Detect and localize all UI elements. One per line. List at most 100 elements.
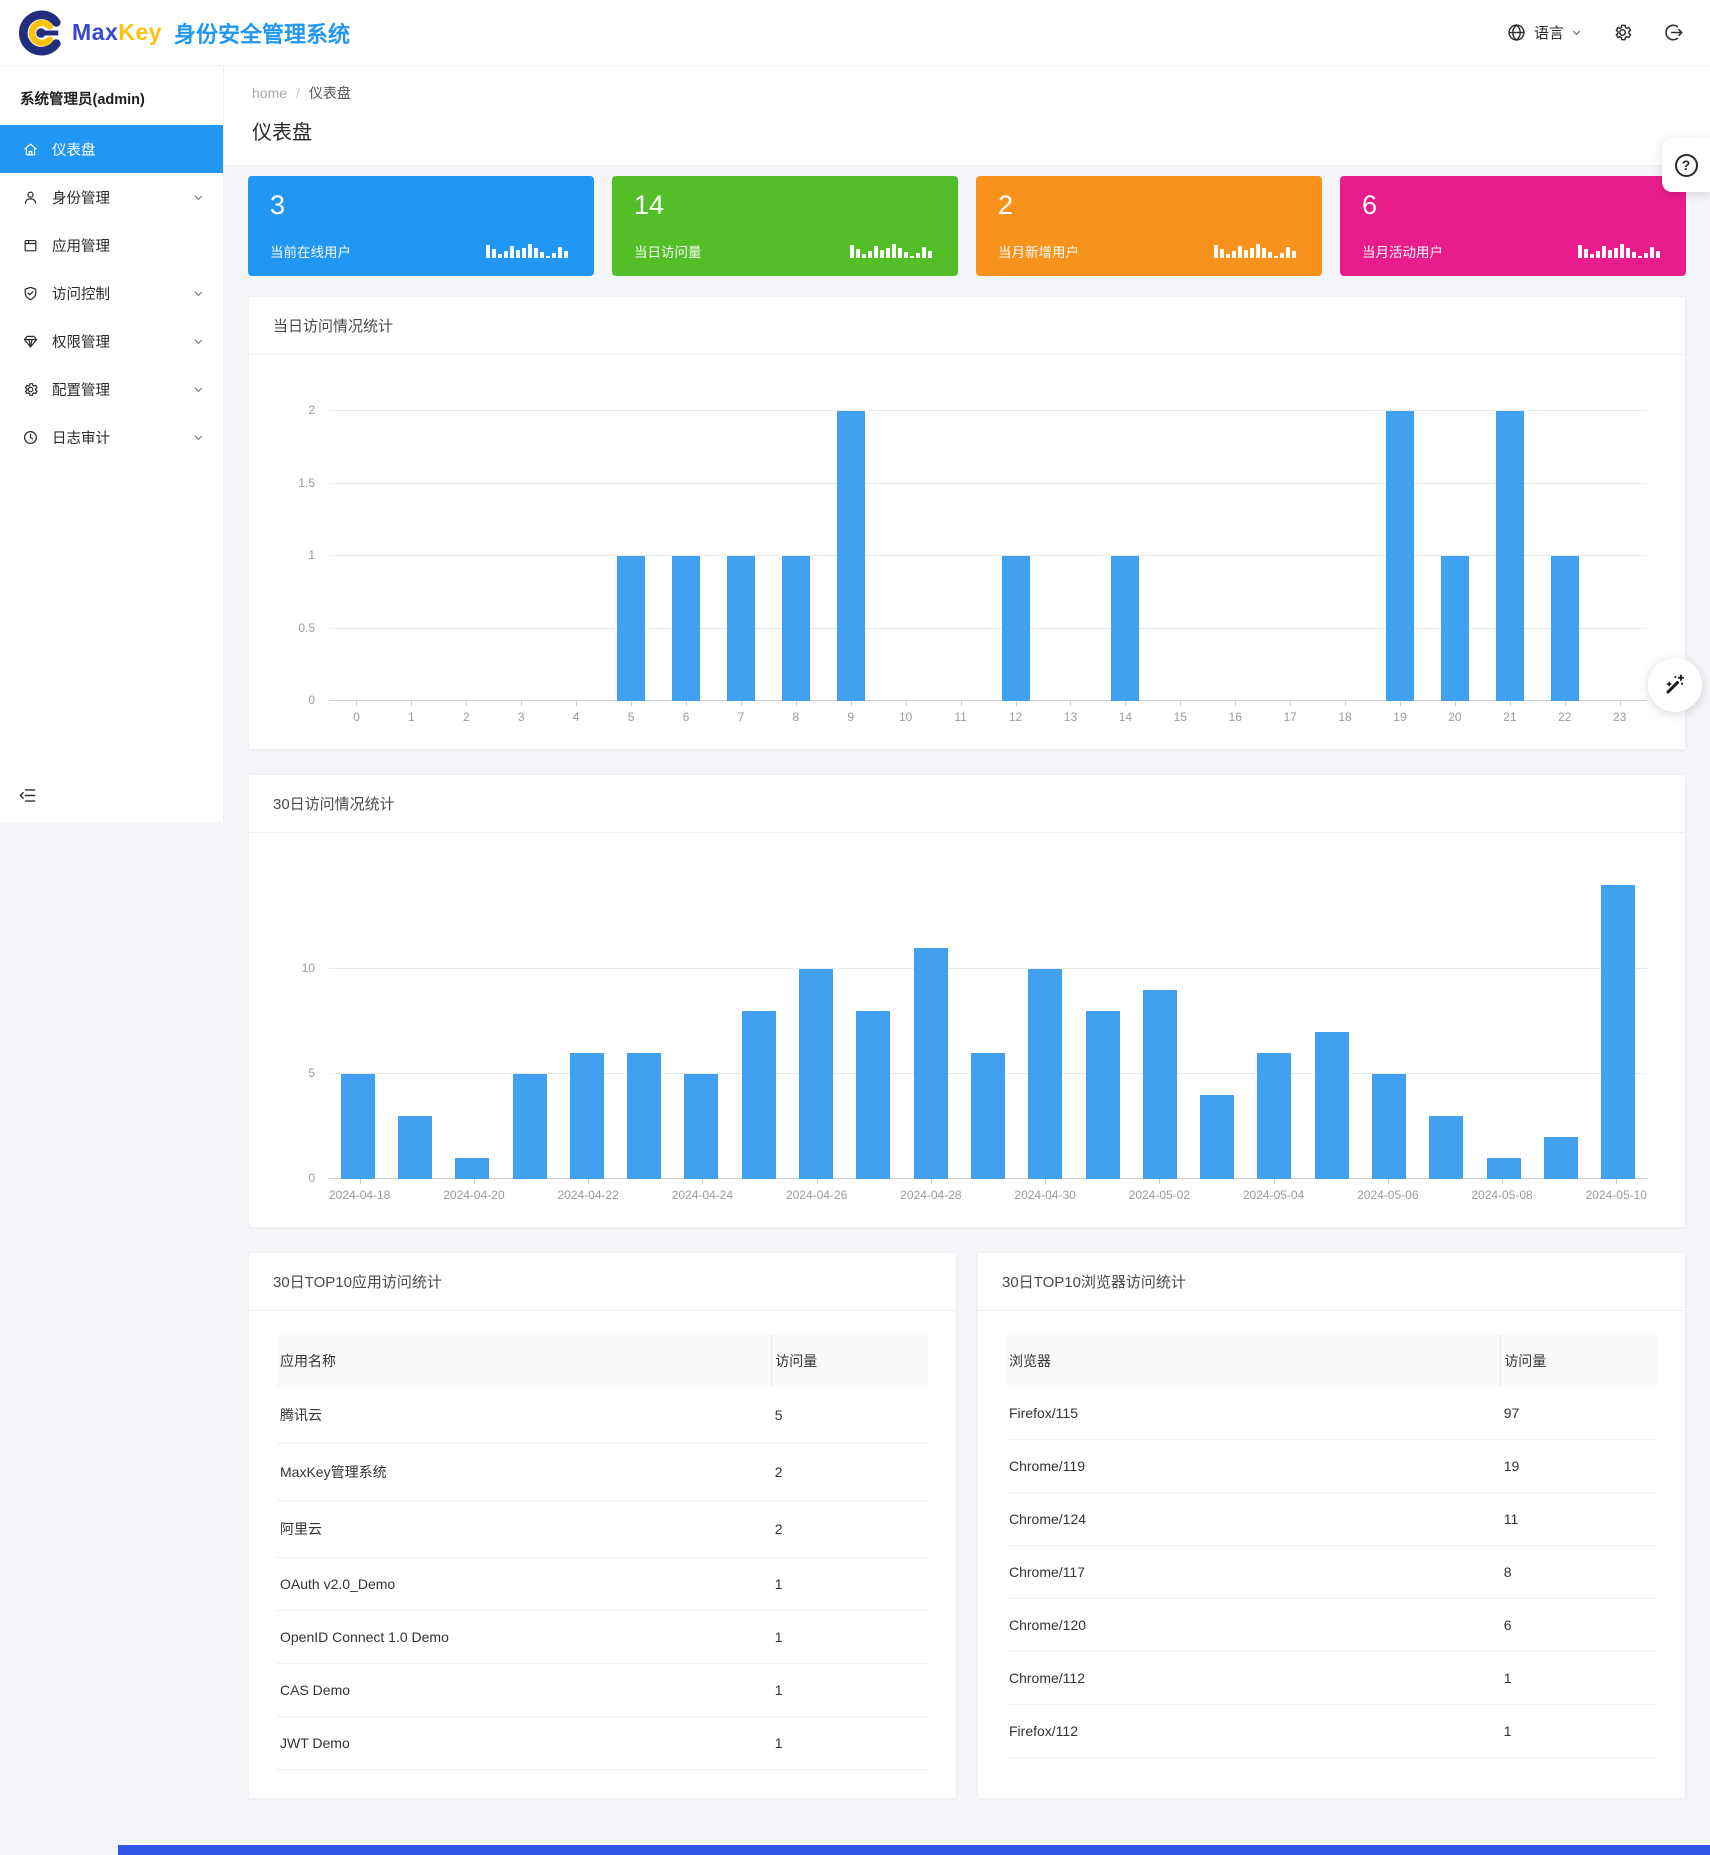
bar-2024-05-04[interactable] bbox=[1257, 1053, 1292, 1179]
x-axis-tick-label: 2024-05-02 bbox=[1128, 1188, 1191, 1202]
bar-slot bbox=[1318, 381, 1373, 701]
bar-19[interactable] bbox=[1385, 411, 1414, 701]
bar-slot bbox=[845, 859, 902, 1179]
x-axis-slot bbox=[847, 1179, 900, 1213]
app-icon bbox=[24, 239, 37, 251]
sidebar-item-5[interactable]: 配置管理 bbox=[0, 365, 223, 413]
x-axis-slot: 5 bbox=[604, 701, 659, 735]
x-axis-tick-label: 10 bbox=[899, 710, 913, 724]
sidebar-menu: 仪表盘身份管理应用管理 访问控制 权限管理 配置管理日志审计 bbox=[0, 125, 223, 461]
x-axis-tick-label: 2024-04-20 bbox=[443, 1188, 505, 1202]
bars-layer bbox=[329, 381, 1647, 701]
sidebar-item-2[interactable]: 应用管理 bbox=[0, 221, 223, 269]
sidebar-item-label: 日志审计 bbox=[52, 430, 110, 447]
y-axis-tick-label: 0 bbox=[308, 693, 315, 707]
x-axis-slot: 6 bbox=[659, 701, 714, 735]
x-axis-slot bbox=[505, 1179, 558, 1213]
bar-2024-04-29[interactable] bbox=[970, 1053, 1005, 1179]
bar-2024-05-06[interactable] bbox=[1371, 1074, 1406, 1179]
sidebar-item-label: 身份管理 bbox=[52, 190, 110, 207]
bar-2024-04-26[interactable] bbox=[799, 969, 834, 1179]
bar-slot bbox=[1482, 381, 1537, 701]
logout-button[interactable] bbox=[1663, 22, 1684, 43]
x-axis-slot: 2024-04-22 bbox=[557, 1179, 619, 1213]
product-title: 身份安全管理系统 bbox=[173, 21, 350, 47]
sidebar-collapse-button[interactable] bbox=[18, 786, 37, 808]
bar-22[interactable] bbox=[1550, 556, 1579, 701]
bar-5[interactable] bbox=[617, 556, 646, 701]
bar-2024-04-30[interactable] bbox=[1028, 969, 1063, 1179]
bar-slot bbox=[384, 381, 439, 701]
bar-8[interactable] bbox=[781, 556, 810, 701]
bar-slot bbox=[1074, 859, 1131, 1179]
sidebar-item-1[interactable]: 身份管理 bbox=[0, 173, 223, 221]
bar-2024-05-09[interactable] bbox=[1543, 1137, 1578, 1179]
bar-2024-05-07[interactable] bbox=[1429, 1116, 1464, 1179]
x-axis-slot bbox=[1304, 1179, 1357, 1213]
bar-2024-04-18[interactable] bbox=[340, 1074, 375, 1179]
bar-2024-04-20[interactable] bbox=[455, 1158, 490, 1179]
stat-card-label: 当日访问量 bbox=[634, 245, 702, 260]
cell-name: Chrome/112 bbox=[1006, 1651, 1501, 1705]
sidebar: 系统管理员(admin) 仪表盘 身份管理 应用管理 访问控制 权限管理 配置管理 日志审计 bbox=[0, 66, 224, 822]
panel-title-30day: 30日访问情况统计 bbox=[249, 775, 1685, 833]
chevron-down-icon bbox=[194, 291, 203, 296]
help-button[interactable]: ? bbox=[1662, 138, 1710, 192]
x-axis-tick-label: 0 bbox=[353, 710, 360, 724]
sidebar-item-3[interactable]: 访问控制 bbox=[0, 269, 223, 317]
brand-name: MaxKey bbox=[72, 19, 162, 46]
bar-slot bbox=[1043, 381, 1098, 701]
sidebar-item-4[interactable]: 权限管理 bbox=[0, 317, 223, 365]
y-axis-tick-label: 1 bbox=[308, 548, 315, 562]
bar-2024-04-27[interactable] bbox=[856, 1011, 891, 1179]
x-axis-slot: 2024-05-10 bbox=[1586, 1179, 1647, 1213]
language-menu-button[interactable]: 语言 bbox=[1506, 22, 1582, 43]
bar-2024-04-24[interactable] bbox=[684, 1074, 719, 1179]
table-header-row: 浏览器 访问量 bbox=[1006, 1335, 1657, 1387]
magic-wand-button[interactable] bbox=[1648, 658, 1702, 712]
x-axis-slot bbox=[962, 1179, 1015, 1213]
y-axis-tick-label: 2 bbox=[308, 403, 315, 417]
bar-slot bbox=[673, 859, 730, 1179]
bar-slot bbox=[494, 381, 549, 701]
breadcrumb-home-link[interactable]: home bbox=[252, 85, 288, 101]
brand-max: Max bbox=[72, 19, 119, 45]
bar-2024-05-05[interactable] bbox=[1314, 1032, 1349, 1179]
bar-2024-04-25[interactable] bbox=[741, 1011, 776, 1179]
settings-button[interactable] bbox=[1612, 22, 1633, 43]
bar-2024-05-01[interactable] bbox=[1085, 1011, 1120, 1179]
bar-21[interactable] bbox=[1495, 411, 1524, 701]
sidebar-item-6[interactable]: 日志审计 bbox=[0, 413, 223, 461]
table-row: Chrome/117 8 bbox=[1006, 1545, 1657, 1599]
bar-2024-05-08[interactable] bbox=[1486, 1158, 1521, 1179]
cell-name: Firefox/115 bbox=[1006, 1387, 1501, 1440]
bar-12[interactable] bbox=[1001, 556, 1030, 701]
bar-2024-04-23[interactable] bbox=[627, 1053, 662, 1179]
bar-2024-05-03[interactable] bbox=[1200, 1095, 1235, 1179]
bar-2024-04-19[interactable] bbox=[397, 1116, 432, 1179]
language-label: 语言 bbox=[1533, 25, 1564, 42]
bar-slot bbox=[933, 381, 988, 701]
bar-slot bbox=[444, 859, 501, 1179]
bar-9[interactable] bbox=[836, 411, 865, 701]
bar-2024-04-22[interactable] bbox=[569, 1053, 604, 1179]
bar-14[interactable] bbox=[1111, 556, 1140, 701]
home-icon bbox=[24, 143, 37, 155]
bar-6[interactable] bbox=[671, 556, 700, 701]
x-axis-tick-label: 2024-05-08 bbox=[1471, 1188, 1533, 1202]
x-axis-tick-label: 2024-04-28 bbox=[900, 1188, 962, 1202]
bar-2024-05-02[interactable] bbox=[1142, 990, 1177, 1179]
x-axis-slot: 8 bbox=[768, 701, 823, 735]
x-axis-tick-label: 20 bbox=[1448, 710, 1462, 724]
page-head: home / 仪表盘 仪表盘 bbox=[224, 66, 1710, 166]
bar-2024-04-28[interactable] bbox=[913, 948, 948, 1179]
top10-browsers-table-wrap: 浏览器 访问量 Firefox/115 97 Chrome/119 19 Chrome/12… bbox=[978, 1311, 1685, 1786]
bar-slot bbox=[1590, 859, 1647, 1179]
bar-2024-04-21[interactable] bbox=[512, 1074, 547, 1179]
bar-20[interactable] bbox=[1440, 556, 1469, 701]
x-axis-slot bbox=[390, 1179, 443, 1213]
bar-7[interactable] bbox=[726, 556, 755, 701]
bar-2024-05-10[interactable] bbox=[1601, 885, 1636, 1179]
table-header-row: 应用名称 访问量 bbox=[277, 1335, 928, 1387]
sidebar-item-0[interactable]: 仪表盘 bbox=[0, 125, 223, 173]
